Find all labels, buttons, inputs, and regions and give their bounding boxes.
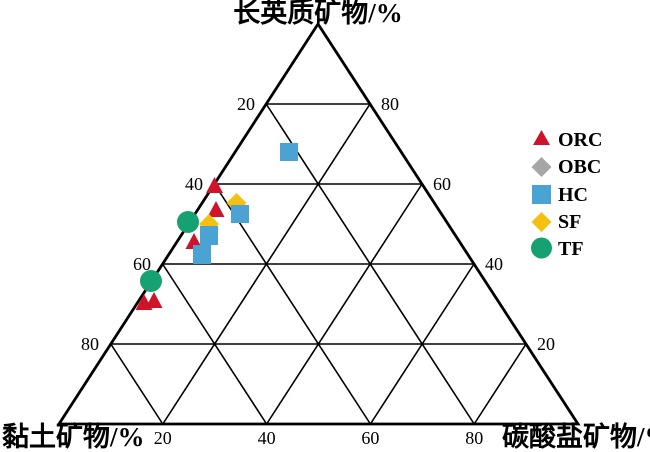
- svg-text:HC: HC: [558, 184, 588, 206]
- svg-text:40: 40: [185, 174, 203, 194]
- svg-text:80: 80: [381, 94, 399, 114]
- svg-text:ORC: ORC: [558, 129, 602, 151]
- svg-text:80: 80: [81, 334, 99, 354]
- svg-text:40: 40: [485, 254, 503, 274]
- svg-text:长英质矿物/%: 长英质矿物/%: [233, 0, 403, 28]
- svg-text:20: 20: [154, 428, 172, 448]
- svg-text:80: 80: [465, 428, 483, 448]
- svg-text:40: 40: [258, 428, 276, 448]
- svg-text:60: 60: [433, 174, 451, 194]
- svg-text:SF: SF: [558, 211, 581, 233]
- svg-text:20: 20: [537, 334, 555, 354]
- svg-text:黏土矿物/%: 黏土矿物/%: [2, 421, 145, 452]
- svg-text:20: 20: [237, 94, 255, 114]
- svg-text:碳酸盐矿物/%: 碳酸盐矿物/%: [502, 421, 650, 452]
- svg-text:60: 60: [361, 428, 379, 448]
- svg-text:OBC: OBC: [558, 156, 601, 178]
- svg-text:TF: TF: [558, 238, 584, 260]
